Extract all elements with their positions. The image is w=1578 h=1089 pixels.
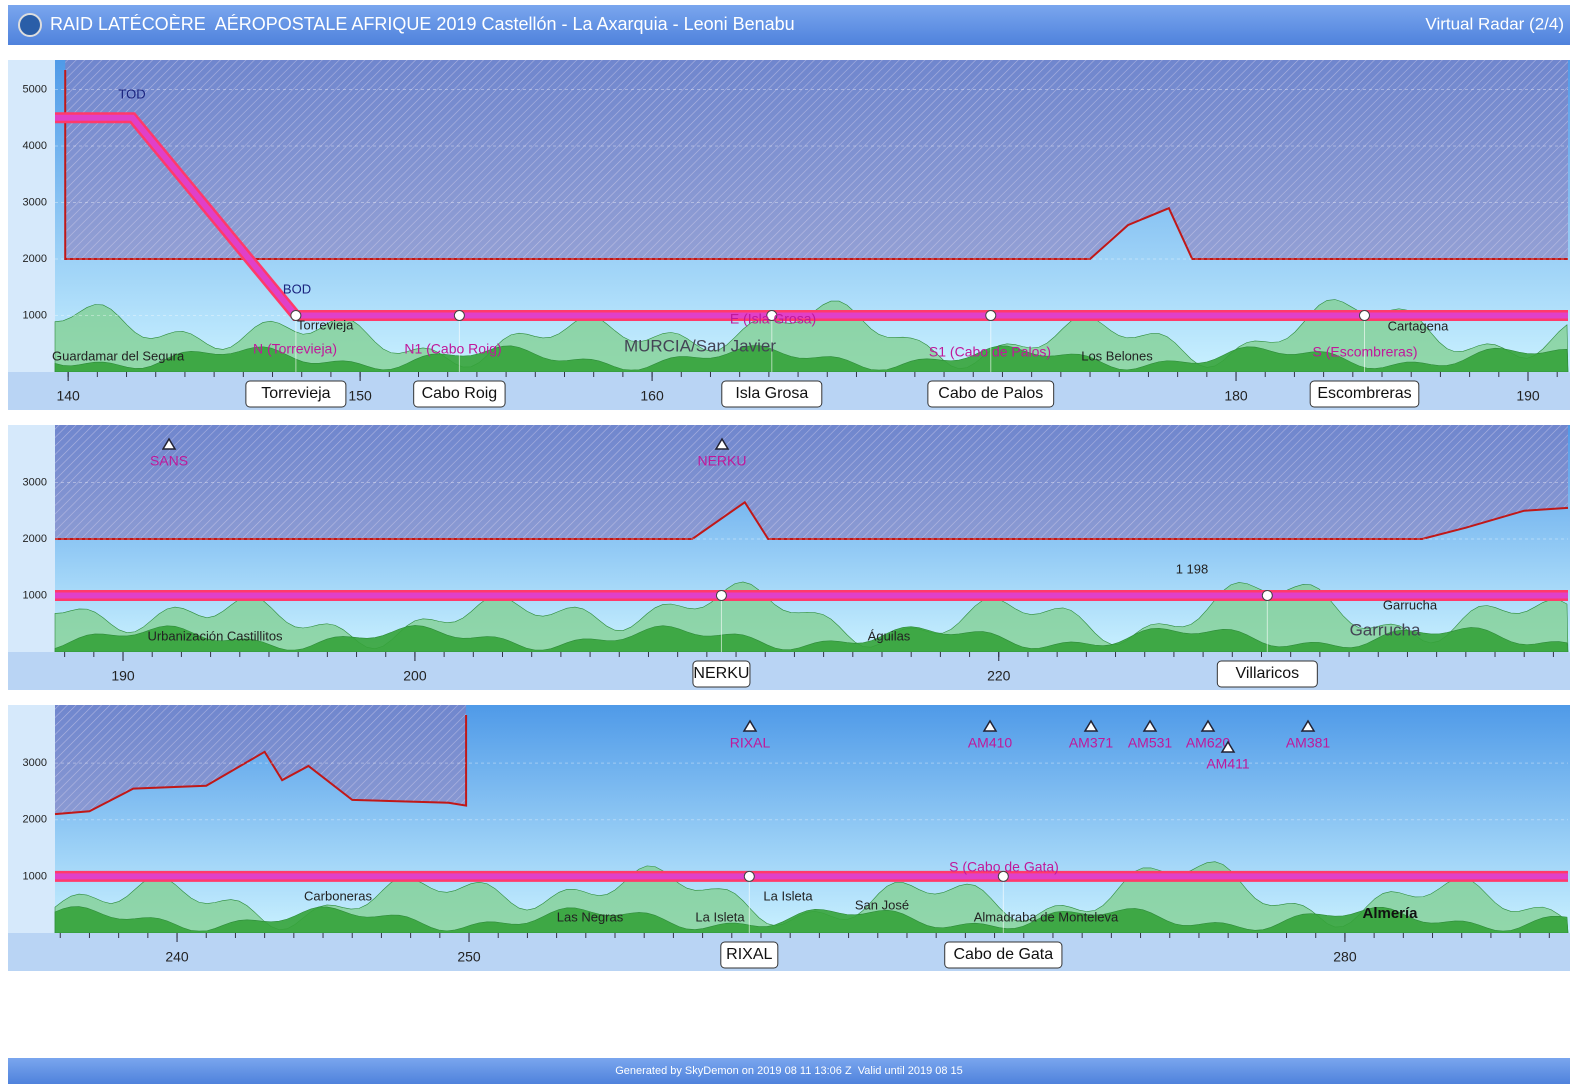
place-label: N1 (Cabo Roig)	[404, 341, 501, 357]
y-tick-label: 1000	[23, 870, 47, 882]
y-tick-label: 2000	[23, 533, 47, 545]
footer: Generated by SkyDemon on 2019 08 11 13:0…	[615, 1065, 963, 1077]
place-label: San José	[855, 897, 909, 912]
x-tick-label: 280	[1333, 949, 1357, 965]
place-label: S1 (Cabo de Palos)	[929, 344, 1051, 360]
x-tick-label: 150	[348, 388, 372, 404]
waypoint-label: Cabo de Palos	[938, 385, 1043, 402]
place-label: MURCIA/San Javier	[624, 336, 776, 355]
waypoint-label: Escombreras	[1317, 385, 1411, 402]
x-tick-label: 240	[165, 949, 189, 965]
virtual-radar: RAID LATÉCOÈRE AÉROPOSTALE AFRIQUE 2019 …	[0, 0, 1578, 1084]
page-indicator: Virtual Radar (2/4)	[1425, 14, 1564, 33]
place-label: Cartagena	[1388, 318, 1449, 333]
waypoint-label: Villaricos	[1235, 665, 1299, 682]
y-tick-label: 4000	[23, 140, 47, 152]
place-label: AM411	[1206, 756, 1250, 772]
globe-icon	[19, 14, 41, 36]
waypoint-label: Cabo de Gata	[954, 946, 1054, 963]
waypoint-label: NERKU	[693, 665, 749, 682]
y-tick-label: 3000	[23, 757, 47, 769]
place-label: AM531	[1128, 735, 1173, 751]
place-label: 1 198	[1176, 561, 1209, 576]
place-label: S (Escombreras)	[1312, 344, 1417, 360]
place-label: E (Isla Grosa)	[730, 311, 816, 327]
place-label: AM371	[1069, 735, 1114, 751]
place-label: S (Cabo de Gata)	[949, 859, 1059, 875]
y-tick-label: 3000	[23, 196, 47, 208]
x-tick-label: 190	[1516, 388, 1540, 404]
place-label: AM410	[968, 735, 1013, 751]
place-label: Los Belones	[1081, 348, 1153, 363]
page: {"header": {"title": "RAID LATÉCOÈRE AÉR…	[0, 0, 1578, 1084]
waypoint-label: Cabo Roig	[422, 385, 498, 402]
x-tick-label: 180	[1224, 388, 1248, 404]
x-tick-label: 220	[987, 668, 1011, 684]
place-label: Garrucha	[1383, 597, 1438, 612]
place-label: RIXAL	[730, 735, 771, 751]
y-tick-label: 1000	[23, 309, 47, 321]
place-label: BOD	[283, 281, 311, 296]
x-tick-label: 200	[403, 668, 427, 684]
x-tick-label: 140	[56, 388, 80, 404]
place-label: Almería	[1362, 905, 1418, 922]
waypoint	[454, 310, 464, 320]
y-tick-label: 5000	[23, 83, 47, 95]
waypoint	[1262, 590, 1272, 600]
place-label: Torrevieja	[297, 317, 354, 332]
place-label: Las Negras	[557, 909, 624, 924]
x-axis-bar	[8, 652, 1570, 690]
x-tick-label: 250	[457, 949, 481, 965]
place-label: Urbanización Castillitos	[147, 628, 283, 643]
place-label: AM381	[1286, 735, 1331, 751]
y-tick-label: 2000	[23, 814, 47, 826]
waypoint	[1359, 310, 1369, 320]
place-label: Carboneras	[304, 888, 372, 903]
waypoint	[716, 590, 726, 600]
x-tick-label: 190	[111, 668, 135, 684]
place-label: N (Torrevieja)	[253, 341, 337, 357]
place-label: Garrucha	[1350, 620, 1421, 639]
place-label: Almadraba de Monteleva	[974, 909, 1119, 924]
waypoint	[986, 310, 996, 320]
waypoint-label: Isla Grosa	[735, 385, 808, 402]
place-label: Guardamar del Segura	[52, 348, 185, 363]
place-label: NERKU	[697, 453, 746, 469]
place-label: La Isleta	[763, 888, 813, 903]
place-label: SANS	[150, 453, 188, 469]
title: RAID LATÉCOÈRE AÉROPOSTALE AFRIQUE 2019 …	[50, 14, 795, 34]
y-tick-label: 2000	[23, 253, 47, 265]
waypoint-label: Torrevieja	[261, 385, 330, 402]
x-tick-label: 160	[640, 388, 664, 404]
y-tick-label: 3000	[23, 476, 47, 488]
y-tick-label: 1000	[23, 589, 47, 601]
place-label: TOD	[118, 86, 145, 101]
place-label: La Isleta	[695, 909, 745, 924]
axis-background	[8, 60, 55, 372]
waypoint-label: RIXAL	[726, 946, 772, 963]
waypoint	[744, 871, 754, 881]
place-label: Águilas	[868, 628, 911, 643]
